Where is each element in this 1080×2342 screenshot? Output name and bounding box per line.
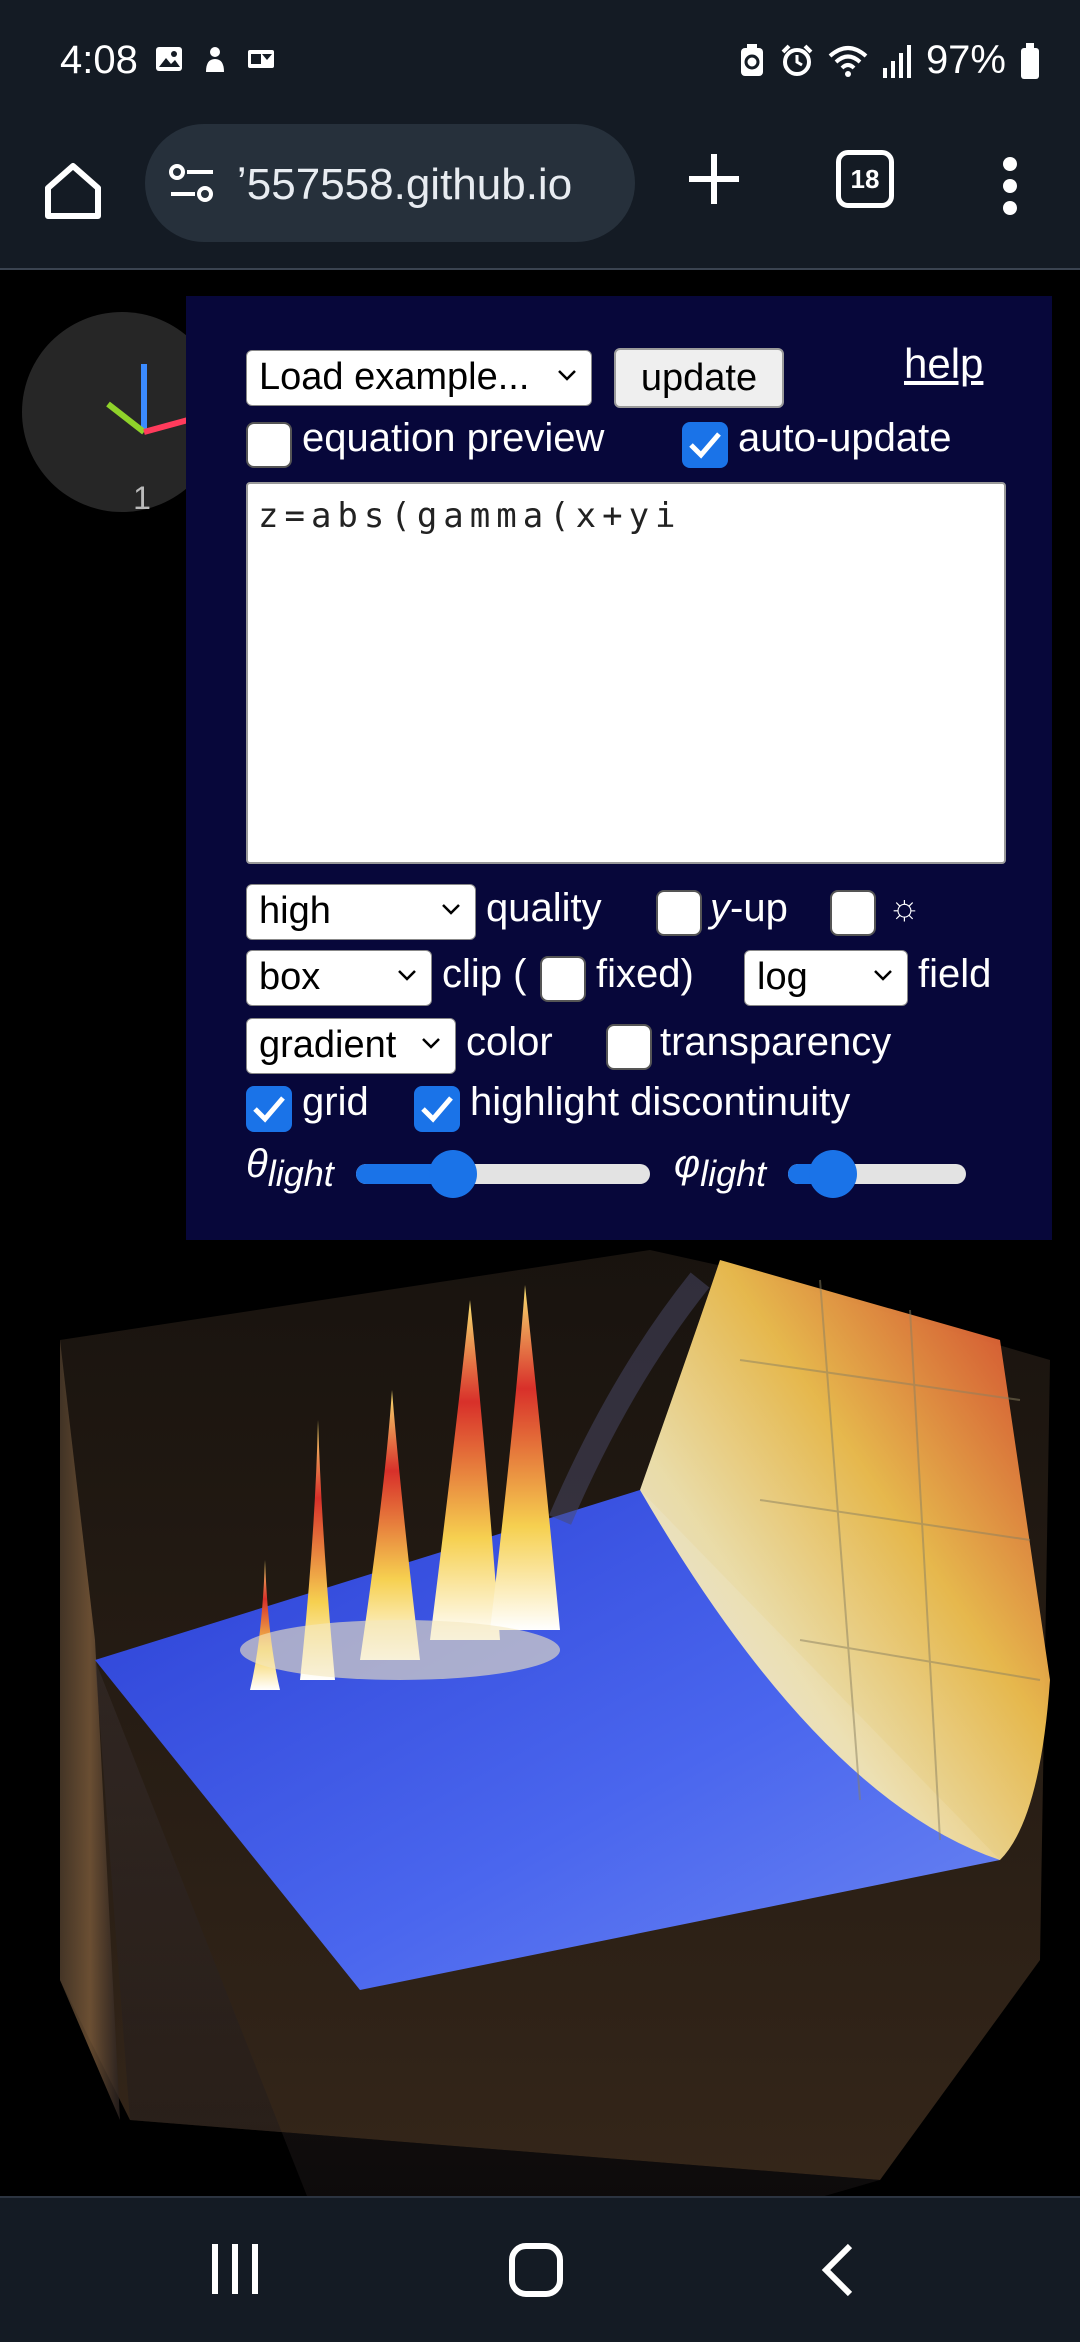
- chevron-down-icon: [422, 1038, 440, 1049]
- clip-select[interactable]: box: [246, 950, 432, 1006]
- light-toggle-checkbox[interactable]: [830, 890, 876, 936]
- fixed-checkbox[interactable]: [540, 956, 586, 1002]
- theta-symbol: θ: [246, 1142, 268, 1186]
- check-icon: [421, 1096, 453, 1123]
- home-icon[interactable]: [40, 158, 106, 224]
- color-select[interactable]: gradient: [246, 1018, 456, 1074]
- example-select[interactable]: Load example...: [246, 350, 592, 406]
- field-select-value: log: [757, 956, 808, 998]
- status-time: 4:08: [60, 38, 138, 82]
- gallery-icon: [156, 47, 182, 71]
- update-button[interactable]: update: [614, 348, 784, 408]
- phi-subscript: light: [700, 1153, 767, 1194]
- y-up-label: y-up: [710, 886, 788, 931]
- alarm-icon: [781, 44, 813, 76]
- color-label: color: [466, 1020, 553, 1064]
- transparency-checkbox[interactable]: [606, 1024, 652, 1070]
- quality-select[interactable]: high: [246, 884, 476, 940]
- axes-widget-count: 1: [133, 480, 151, 516]
- phi-slider-thumb[interactable]: [808, 1150, 857, 1198]
- sun-label: ☼: [888, 886, 921, 927]
- url-text[interactable]: ʼ557558.github.io: [237, 160, 573, 209]
- auto-update-checkbox[interactable]: [682, 422, 728, 468]
- transparency-label: transparency: [660, 1020, 892, 1064]
- status-notification-icons: [154, 44, 276, 74]
- signal-icon: [882, 44, 911, 78]
- battery-icon: [1021, 42, 1039, 79]
- outlook-icon: [248, 50, 274, 68]
- theta-light-label: θlight: [246, 1142, 334, 1195]
- battery-percent: 97%: [925, 38, 1006, 82]
- new-tab-icon[interactable]: [685, 150, 743, 208]
- chevron-down-icon: [398, 970, 416, 981]
- theta-slider-thumb[interactable]: [429, 1150, 478, 1198]
- more-options-icon[interactable]: [1000, 156, 1020, 216]
- recent-apps-icon[interactable]: [210, 2242, 260, 2296]
- url-bar[interactable]: ʼ557558.github.io: [145, 124, 635, 242]
- chevron-down-icon: [558, 370, 576, 381]
- color-select-value: gradient: [259, 1024, 397, 1066]
- grid-label: grid: [302, 1080, 369, 1124]
- status-bar: 4:08 97%: [0, 0, 1080, 120]
- system-navigation-bar: [0, 2196, 1080, 2342]
- check-icon: [253, 1096, 285, 1123]
- browser-toolbar: ʼ557558.github.io 18: [0, 120, 1080, 270]
- clip-select-value: box: [259, 956, 321, 998]
- auto-update-label: auto-update: [738, 416, 952, 460]
- status-system-icons: 97%: [738, 38, 1040, 83]
- tab-switcher-button[interactable]: 18: [836, 150, 894, 208]
- y-up-label-italic: y: [710, 886, 730, 930]
- chevron-down-icon: [442, 904, 460, 915]
- theta-slider-fill: [356, 1164, 454, 1184]
- quality-label: quality: [486, 886, 602, 930]
- highlight-discontinuity-checkbox[interactable]: [414, 1086, 460, 1132]
- clip-label: clip (: [442, 952, 527, 996]
- chevron-down-icon: [874, 970, 892, 981]
- back-icon[interactable]: [820, 2242, 856, 2298]
- phi-light-slider[interactable]: [788, 1150, 966, 1198]
- field-select[interactable]: log: [744, 950, 908, 1006]
- 3d-plot-viewport[interactable]: [0, 1240, 1080, 2200]
- theta-subscript: light: [267, 1153, 334, 1194]
- grid-checkbox[interactable]: [246, 1086, 292, 1132]
- fixed-label: fixed): [596, 952, 694, 996]
- y-up-checkbox[interactable]: [656, 890, 702, 936]
- control-panel: Load example... update help equation pre…: [186, 296, 1052, 1240]
- check-icon: [689, 432, 721, 459]
- site-settings-icon[interactable]: [167, 162, 217, 206]
- equation-preview-checkbox[interactable]: [246, 422, 292, 468]
- quality-select-value: high: [259, 890, 331, 932]
- equation-preview-label: equation preview: [302, 416, 605, 460]
- home-nav-icon[interactable]: [508, 2242, 564, 2298]
- y-up-label-rest: -up: [730, 886, 788, 930]
- battery-saver-icon: [740, 43, 763, 76]
- person-icon: [206, 47, 224, 72]
- example-select-value: Load example...: [259, 356, 530, 398]
- phi-light-label: φlight: [674, 1142, 766, 1195]
- highlight-discontinuity-label: highlight discontinuity: [470, 1080, 851, 1124]
- field-label: field: [918, 952, 992, 996]
- wifi-icon: [828, 45, 868, 77]
- theta-light-slider[interactable]: [356, 1150, 650, 1198]
- equation-input[interactable]: z=abs(gamma(x+yi: [246, 482, 1006, 864]
- help-link[interactable]: help: [904, 340, 984, 387]
- phi-symbol: φ: [674, 1142, 701, 1186]
